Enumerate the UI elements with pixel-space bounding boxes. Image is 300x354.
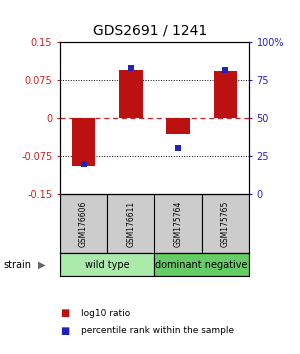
Bar (154, 253, 249, 276)
Text: GDS2691 / 1241: GDS2691 / 1241 (93, 23, 207, 37)
Bar (119, 70, 143, 118)
Bar (72, 118, 95, 166)
Bar (154, 194, 202, 253)
Text: dominant negative: dominant negative (155, 260, 248, 270)
Text: GSM176611: GSM176611 (126, 201, 135, 247)
Bar (166, 118, 190, 135)
Text: GSM176606: GSM176606 (79, 200, 88, 247)
Text: ▶: ▶ (38, 260, 45, 270)
Text: ■: ■ (60, 308, 69, 318)
Text: GSM175764: GSM175764 (174, 200, 183, 247)
Bar (214, 71, 237, 118)
Text: strain: strain (3, 260, 31, 270)
Bar (60, 194, 107, 253)
Bar (60, 253, 154, 276)
Bar (107, 194, 154, 253)
Text: wild type: wild type (85, 260, 130, 270)
Text: GSM175765: GSM175765 (221, 200, 230, 247)
Text: percentile rank within the sample: percentile rank within the sample (81, 326, 234, 336)
Text: ■: ■ (60, 326, 69, 336)
Bar (202, 194, 249, 253)
Text: log10 ratio: log10 ratio (81, 309, 130, 318)
